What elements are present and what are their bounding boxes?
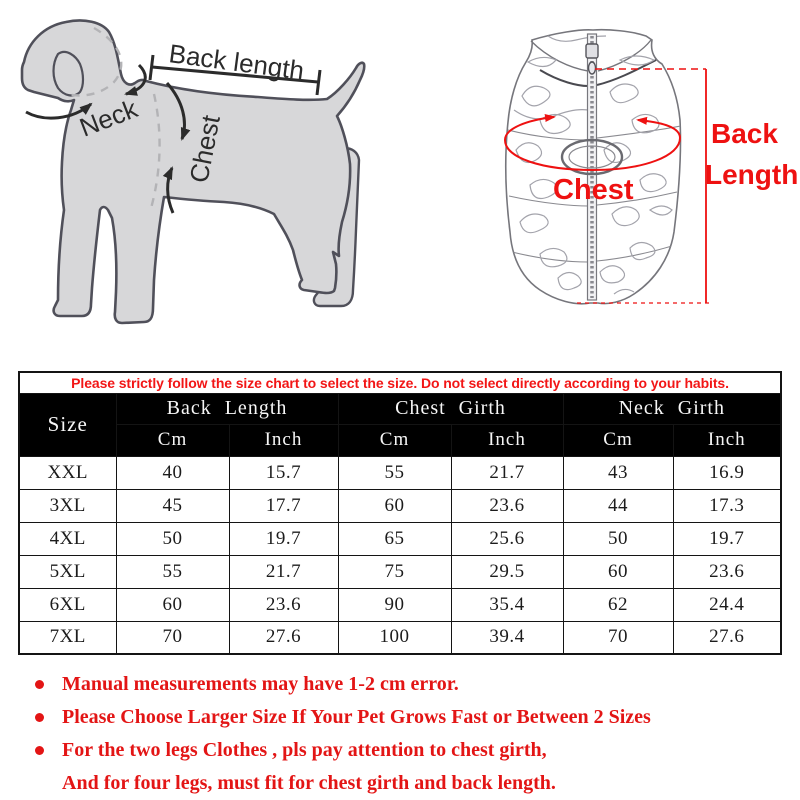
- cell-value: 90: [337, 587, 452, 622]
- table-row: 4XL 50 19.7 65 25.6 50 19.7: [18, 521, 782, 556]
- list-item: Please Choose Larger Size If Your Pet Gr…: [26, 705, 782, 729]
- cell-value: 25.6: [450, 521, 564, 556]
- table-row: 6XL 60 23.6 90 35.4 62 24.4: [18, 587, 782, 622]
- notes-section: Manual measurements may have 1-2 cm erro…: [26, 672, 782, 795]
- camo-pattern: [513, 35, 673, 295]
- note-text: Manual measurements may have 1-2 cm erro…: [62, 673, 459, 695]
- size-value: 4XL: [18, 521, 117, 556]
- bullet-icon: [35, 746, 44, 755]
- vest-chest-girth-arrows: [504, 114, 681, 172]
- cell-value: 24.4: [672, 587, 782, 622]
- subheader-cm: Cm: [337, 423, 452, 457]
- col-header-size: Size: [18, 392, 117, 457]
- bullet-icon: [35, 713, 44, 722]
- cell-value: 65: [337, 521, 452, 556]
- cell-value: 50: [115, 521, 230, 556]
- cell-value: 29.5: [450, 554, 564, 589]
- cell-value: 19.7: [672, 521, 782, 556]
- neck-girth-dashed-line: [65, 26, 123, 97]
- size-value: 3XL: [18, 488, 117, 523]
- size-value: 7XL: [18, 620, 117, 655]
- cell-value: 39.4: [450, 620, 564, 655]
- cell-value: 60: [115, 587, 230, 622]
- cell-value: 17.7: [228, 488, 339, 523]
- cell-value: 44: [562, 488, 674, 523]
- cell-value: 100: [337, 620, 452, 655]
- list-item-continuation: And for four legs, must fit for chest gi…: [62, 771, 782, 795]
- cell-value: 62: [562, 587, 674, 622]
- cell-value: 27.6: [228, 620, 339, 655]
- bullet-icon: [35, 680, 44, 689]
- cell-value: 55: [337, 455, 452, 490]
- note-text: Please Choose Larger Size If Your Pet Gr…: [62, 706, 651, 728]
- cell-value: 60: [337, 488, 452, 523]
- cell-value: 45: [115, 488, 230, 523]
- chest-girth-dashed-line: [148, 93, 161, 213]
- cell-value: 21.7: [450, 455, 564, 490]
- size-value: 6XL: [18, 587, 117, 622]
- subheader-inch: Inch: [228, 423, 339, 457]
- size-value: XXL: [18, 455, 117, 490]
- cell-value: 15.7: [228, 455, 339, 490]
- subheader-cm: Cm: [562, 423, 674, 457]
- subheader-inch: Inch: [672, 423, 782, 457]
- cell-value: 43: [562, 455, 674, 490]
- cell-value: 19.7: [228, 521, 339, 556]
- table-row: 3XL 45 17.7 60 23.6 44 17.3: [18, 488, 782, 523]
- list-item: For the two legs Clothes , pls pay atten…: [26, 738, 782, 762]
- table-row: 7XL 70 27.6 100 39.4 70 27.6: [18, 620, 782, 655]
- cell-value: 21.7: [228, 554, 339, 589]
- cell-value: 23.6: [450, 488, 564, 523]
- col-header-chest-girth: Chest Girth: [337, 392, 564, 425]
- table-row: 5XL 55 21.7 75 29.5 60 23.6: [18, 554, 782, 589]
- list-item: Manual measurements may have 1-2 cm erro…: [26, 672, 782, 696]
- cell-value: 60: [562, 554, 674, 589]
- vest-back-label: Back: [711, 118, 778, 149]
- vest-back-length-guides: [577, 68, 709, 304]
- cell-value: 70: [562, 620, 674, 655]
- col-header-back-length: Back Length: [115, 392, 339, 425]
- cell-value: 40: [115, 455, 230, 490]
- measurement-diagram: Back length Neck Chest: [20, 19, 798, 325]
- cell-value: 55: [115, 554, 230, 589]
- zipper-icon: [585, 33, 599, 301]
- table-row: XXL 40 15.7 55 21.7 43 16.9: [18, 455, 782, 490]
- subheader-inch: Inch: [450, 423, 564, 457]
- size-value: 5XL: [18, 554, 117, 589]
- dog-back-length-label: Back length: [167, 38, 306, 85]
- cell-value: 23.6: [672, 554, 782, 589]
- size-chart-warning: Please strictly follow the size chart to…: [18, 371, 782, 394]
- note-text: For the two legs Clothes , pls pay atten…: [62, 739, 547, 761]
- col-header-neck-girth: Neck Girth: [562, 392, 782, 425]
- cell-value: 35.4: [450, 587, 564, 622]
- subheader-cm: Cm: [115, 423, 230, 457]
- dog-silhouette: [20, 19, 366, 325]
- vest-illustration: [505, 28, 682, 305]
- size-chart-section: Please strictly follow the size chart to…: [18, 371, 783, 655]
- cell-value: 27.6: [672, 620, 782, 655]
- dog-measure-arrows: [25, 63, 191, 214]
- cell-value: 17.3: [672, 488, 782, 523]
- cell-value: 50: [562, 521, 674, 556]
- cell-value: 16.9: [672, 455, 782, 490]
- size-chart-table: Please strictly follow the size chart to…: [18, 371, 783, 655]
- back-length-measure: [148, 54, 322, 96]
- cell-value: 23.6: [228, 587, 339, 622]
- vest-length-label: Length: [705, 159, 798, 190]
- d-ring-icon: [560, 138, 624, 176]
- note-text: And for four legs, must fit for chest gi…: [62, 772, 556, 794]
- cell-value: 70: [115, 620, 230, 655]
- cell-value: 75: [337, 554, 452, 589]
- vest-chest-label: Chest: [553, 174, 634, 206]
